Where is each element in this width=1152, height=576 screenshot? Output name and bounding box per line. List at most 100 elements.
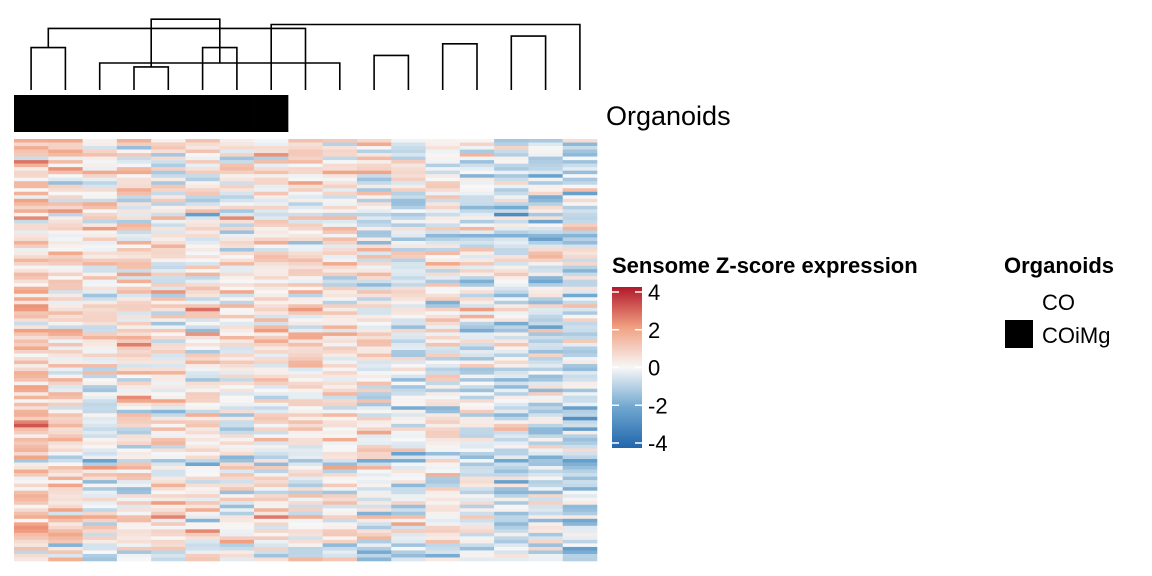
heatmap-cell [528, 455, 563, 460]
heatmap-cell [14, 297, 49, 302]
heatmap-cell [14, 497, 49, 502]
heatmap-cell [391, 378, 426, 382]
heatmap-cell [82, 240, 118, 245]
heatmap-cell [391, 536, 426, 541]
heatmap-cell [116, 188, 152, 193]
heatmap-cell [288, 167, 323, 171]
heatmap-cell [562, 325, 598, 330]
heatmap-cell [14, 511, 49, 516]
heatmap-cell [219, 142, 255, 147]
heatmap-cell [391, 304, 426, 309]
heatmap-cell [528, 402, 563, 407]
heatmap-cell [82, 290, 118, 295]
heatmap-cell [48, 223, 83, 228]
heatmap-cell [494, 177, 529, 182]
heatmap-cell [528, 251, 563, 256]
heatmap-cell [219, 483, 255, 488]
heatmap-cell [459, 497, 495, 502]
heatmap-cell [116, 350, 152, 354]
heatmap-cell [356, 395, 392, 400]
heatmap-cell [562, 494, 598, 498]
heatmap-cell [322, 392, 358, 397]
heatmap-cell [494, 240, 529, 245]
heatmap-cell [425, 511, 461, 516]
heatmap-cell [391, 402, 426, 407]
heatmap-cell [425, 325, 461, 330]
heatmap-cell [528, 480, 563, 484]
heatmap-cell [219, 244, 255, 249]
heatmap-cell [288, 413, 323, 418]
heatmap-cell [116, 504, 152, 509]
heatmap-cell [14, 226, 49, 231]
heatmap-cell [151, 251, 186, 256]
heatmap-cell [459, 184, 495, 189]
heatmap-cell [82, 367, 118, 372]
heatmap-cell [356, 262, 392, 266]
heatmap-cell [288, 553, 323, 558]
heatmap-cell [151, 364, 186, 368]
heatmap-cell [459, 191, 495, 196]
heatmap-cell [494, 469, 529, 474]
heatmap-cell [322, 430, 358, 435]
heatmap-cell [494, 480, 529, 484]
heatmap-cell [562, 525, 598, 530]
heatmap-cell [288, 339, 323, 344]
heatmap-cell [356, 342, 392, 347]
heatmap-cell [185, 480, 221, 484]
heatmap-cell [288, 532, 323, 537]
heatmap-cell [48, 427, 83, 432]
heatmap-cell [425, 265, 461, 270]
heatmap-cell [116, 532, 152, 537]
heatmap-cell [562, 508, 598, 513]
heatmap-cell [185, 279, 221, 284]
heatmap-cell [82, 483, 118, 488]
heatmap-cell [14, 546, 49, 551]
heatmap-cell [288, 276, 323, 280]
heatmap-cell [116, 191, 152, 196]
heatmap-cell [219, 444, 255, 449]
heatmap-cell [391, 212, 426, 217]
heatmap-cell [425, 318, 461, 323]
heatmap-cell [288, 237, 323, 242]
heatmap-cell [219, 395, 255, 400]
heatmap-cell [322, 522, 358, 527]
heatmap-cell [116, 177, 152, 182]
heatmap-cell [494, 307, 529, 312]
heatmap-cell [391, 139, 426, 143]
heatmap-cell [151, 402, 186, 407]
heatmap-cell [14, 423, 49, 428]
heatmap-cell [219, 522, 255, 527]
heatmap-cell [116, 448, 152, 453]
heatmap-cell [151, 353, 186, 358]
heatmap-cell [185, 550, 221, 555]
heatmap-cell [254, 244, 289, 249]
heatmap-cell [562, 184, 598, 189]
heatmap-cell [48, 279, 83, 284]
heatmap-cell [82, 525, 118, 530]
heatmap-cell [82, 399, 118, 404]
heatmap-cell [14, 357, 49, 361]
heatmap-cell [185, 325, 221, 330]
heatmap-cell [151, 371, 186, 375]
heatmap-cell [48, 553, 83, 558]
heatmap-cell [459, 181, 495, 186]
heatmap-cell [219, 216, 255, 221]
heatmap-cell [48, 342, 83, 347]
heatmap-cell [562, 339, 598, 344]
heatmap-cell [219, 539, 255, 544]
heatmap-cell [185, 367, 221, 372]
heatmap-cell [322, 529, 358, 534]
heatmap-cell [219, 219, 255, 224]
heatmap-cell [322, 546, 358, 551]
heatmap-cell [288, 212, 323, 217]
heatmap-cell [528, 184, 563, 189]
heatmap-cell [48, 325, 83, 330]
heatmap-cell [528, 518, 563, 523]
heatmap-cell [459, 297, 495, 302]
heatmap-cell [494, 406, 529, 411]
heatmap-cell [528, 522, 563, 527]
heatmap-cell [185, 504, 221, 509]
heatmap-cell [14, 293, 49, 298]
heatmap-cell [82, 339, 118, 344]
heatmap-cell [322, 142, 358, 147]
